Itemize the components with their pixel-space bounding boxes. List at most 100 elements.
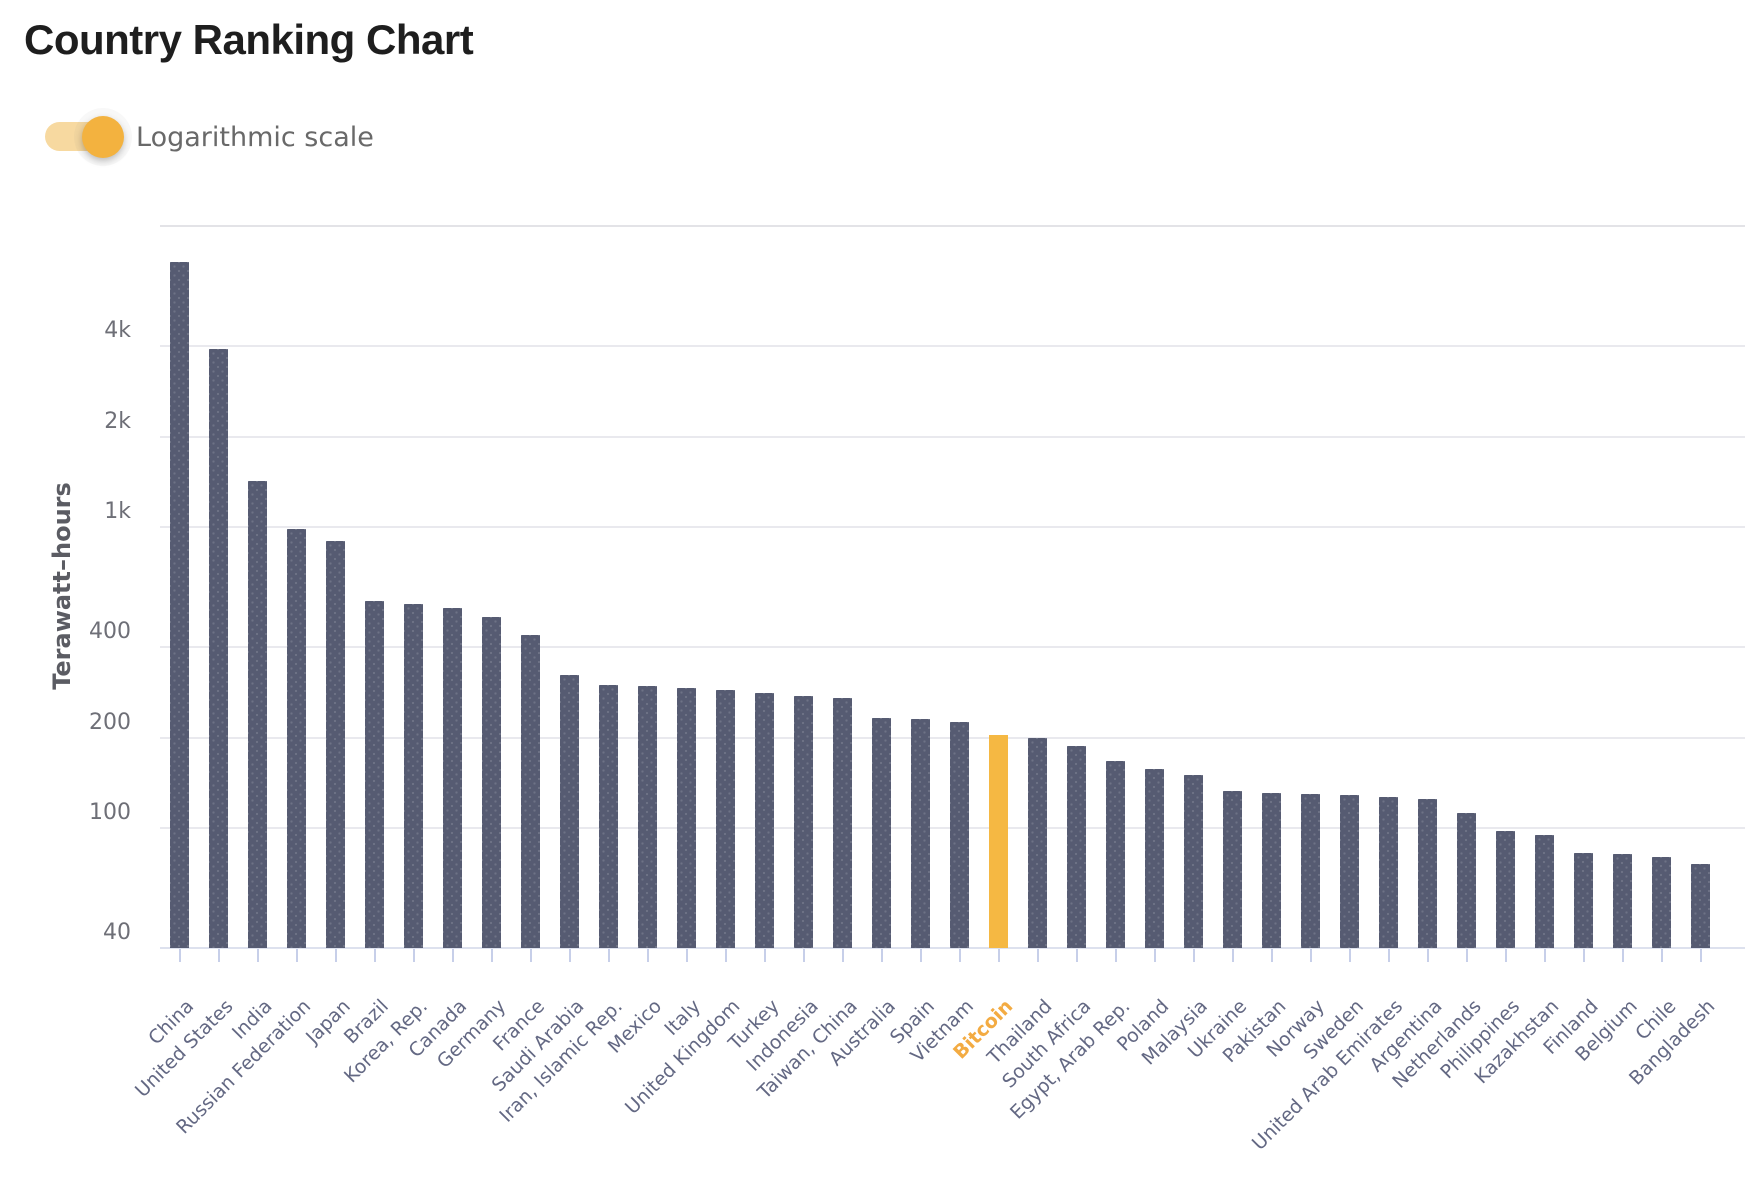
- x-axis-tick: [1348, 949, 1351, 962]
- bar-philippines[interactable]: [1496, 830, 1515, 948]
- bar-south-africa[interactable]: [1067, 745, 1086, 948]
- x-axis-tick: [1660, 949, 1663, 962]
- x-axis-tick: [1543, 949, 1546, 962]
- plot-area: [160, 200, 1745, 948]
- bar-bitcoin[interactable]: [989, 735, 1008, 948]
- x-axis-tick: [1309, 949, 1312, 962]
- bar-germany[interactable]: [482, 617, 501, 948]
- bar-italy[interactable]: [677, 687, 696, 948]
- x-axis-tick: [1504, 949, 1507, 962]
- x-axis-tick: [1699, 949, 1702, 962]
- bar-iran-islamic-rep[interactable]: [599, 685, 618, 948]
- x-axis-line: [160, 947, 1745, 949]
- x-axis-tick: [802, 949, 805, 962]
- bar-canada[interactable]: [443, 607, 462, 948]
- x-axis-tick: [997, 949, 1000, 962]
- x-axis-tick: [724, 949, 727, 962]
- gridline: [160, 526, 1745, 529]
- bar-france[interactable]: [521, 634, 540, 948]
- x-axis-tick: [1114, 949, 1117, 962]
- bar-argentina[interactable]: [1418, 799, 1437, 948]
- y-axis-tick-label: 400: [89, 619, 131, 644]
- x-axis-tick: [646, 949, 649, 962]
- x-axis-tick: [490, 949, 493, 962]
- x-axis-tick: [958, 949, 961, 962]
- bar-pakistan[interactable]: [1262, 792, 1281, 948]
- logarithmic-scale-label: Logarithmic scale: [136, 122, 374, 153]
- x-axis-tick: [1387, 949, 1390, 962]
- x-axis-tick: [607, 949, 610, 962]
- bar-kazakhstan[interactable]: [1535, 834, 1554, 948]
- x-axis-tick: [334, 949, 337, 962]
- gridline: [160, 345, 1745, 347]
- x-axis-tick: [1426, 949, 1429, 962]
- bar-finland[interactable]: [1574, 852, 1593, 948]
- bar-chile[interactable]: [1652, 857, 1671, 948]
- bar-russian-federation[interactable]: [287, 528, 306, 948]
- x-axis-tick: [1192, 949, 1195, 962]
- x-axis-tick: [568, 949, 571, 962]
- bar-india[interactable]: [248, 481, 267, 948]
- bar-united-kingdom[interactable]: [716, 690, 735, 948]
- page-title: Country Ranking Chart: [24, 16, 474, 63]
- x-axis-tick: [178, 949, 181, 962]
- bar-netherlands[interactable]: [1457, 813, 1476, 948]
- bar-china[interactable]: [170, 262, 189, 948]
- gridline: [160, 646, 1745, 648]
- bar-taiwan-china[interactable]: [833, 697, 852, 948]
- bar-belgium[interactable]: [1613, 854, 1632, 948]
- bar-sweden[interactable]: [1340, 794, 1359, 948]
- bar-indonesia[interactable]: [794, 695, 813, 948]
- bar-ukraine[interactable]: [1223, 790, 1242, 948]
- bar-norway[interactable]: [1301, 793, 1320, 948]
- bar-egypt-arab-rep[interactable]: [1106, 761, 1125, 948]
- bar-australia[interactable]: [872, 717, 891, 948]
- bar-spain[interactable]: [911, 719, 930, 948]
- x-axis-tick: [1582, 949, 1585, 962]
- x-axis-tick: [217, 949, 220, 962]
- x-axis-tick: [451, 949, 454, 962]
- x-label-text: Japan: [301, 995, 355, 1049]
- x-axis-tick: [1270, 949, 1273, 962]
- y-axis-tick-label: 4k: [104, 318, 131, 343]
- gridline: [160, 435, 1745, 438]
- x-axis-tick: [529, 949, 532, 962]
- x-axis-tick: [763, 949, 766, 962]
- bar-united-states[interactable]: [209, 349, 228, 948]
- bar-united-arab-emirates[interactable]: [1379, 797, 1398, 948]
- x-axis-tick: [1036, 949, 1039, 962]
- bar-poland[interactable]: [1145, 769, 1164, 948]
- x-axis-tick: [841, 949, 844, 962]
- x-axis-tick: [919, 949, 922, 962]
- x-axis-tick: [412, 949, 415, 962]
- gridline: [160, 225, 1745, 228]
- x-axis-tick: [295, 949, 298, 962]
- bar-japan[interactable]: [326, 541, 345, 948]
- y-axis-tick-label: 200: [89, 709, 131, 735]
- bar-bangladesh[interactable]: [1691, 864, 1710, 948]
- bar-thailand[interactable]: [1028, 738, 1047, 948]
- bar-brazil[interactable]: [365, 600, 384, 948]
- x-axis-tick: [1153, 949, 1156, 962]
- logarithmic-scale-toggle[interactable]: [45, 115, 125, 161]
- y-axis-tick-label: 100: [89, 800, 131, 826]
- toggle-knob-icon: [82, 116, 124, 158]
- bar-mexico[interactable]: [638, 685, 657, 948]
- x-axis-tick: [880, 949, 883, 962]
- x-axis-tick: [1621, 949, 1624, 962]
- x-axis-tick: [373, 949, 376, 962]
- bar-malaysia[interactable]: [1184, 775, 1203, 948]
- bar-turkey[interactable]: [755, 693, 774, 948]
- x-axis-tick: [1231, 949, 1234, 962]
- y-axis-tick-label: 40: [103, 920, 131, 945]
- x-axis-tick: [1465, 949, 1468, 962]
- x-axis-tick: [685, 949, 688, 962]
- x-axis-tick: [1075, 949, 1078, 962]
- y-axis-tick-label: 2k: [104, 408, 131, 434]
- x-axis-tick: [256, 949, 259, 962]
- y-axis-tick-label: 1k: [104, 499, 131, 525]
- bar-vietnam[interactable]: [950, 721, 969, 948]
- bar-saudi-arabia[interactable]: [560, 675, 579, 948]
- bar-korea-rep[interactable]: [404, 603, 423, 948]
